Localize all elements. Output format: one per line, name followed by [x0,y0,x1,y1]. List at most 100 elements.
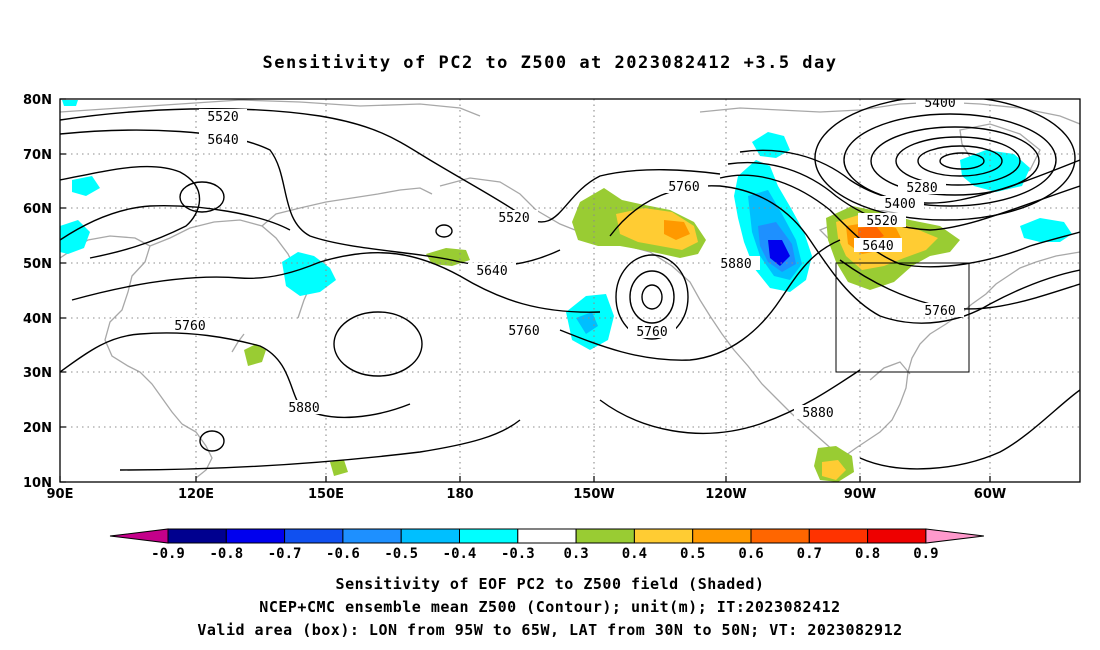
lon-tick-label: 60W [974,487,1006,502]
contour-label: 5880 [288,401,319,416]
contour-5760-pacific [559,239,841,361]
colorbar-tick-label: -0.3 [501,546,535,562]
lat-tick-label: 20N [23,421,52,436]
contour-5760-west [71,252,601,313]
contour-label: 5400 [924,96,955,111]
colorbar-segment [808,528,869,544]
contour-low-120e [179,181,225,213]
shade-negative-siberia-west [60,220,90,254]
contour-label: 5640 [862,239,893,254]
contour-low-siberia [60,165,201,259]
contour-high-ring-mid [629,270,675,324]
contour-low-greenland-4 [895,136,1021,186]
lon-tick-label: 120E [178,487,214,502]
contour-labels: 5400 5520 5640 5280 5400 5520 5640 5760 … [166,96,964,421]
figure-title: Sensitivity of PC2 to Z500 at 2023082412… [262,53,837,73]
contour-low-greenland-6 [939,152,985,170]
shade-negative-siberia-north [72,176,100,196]
contour-5880-west [60,332,411,419]
contour-label: 5760 [668,180,699,195]
shade-positive-west-pacific [330,460,348,476]
contour-small-low [435,224,453,238]
colorbar-segment [750,528,810,544]
map-area: 5400 5520 5640 5280 5400 5520 5640 5760 … [60,96,1080,482]
colorbar-tick-label: -0.6 [326,546,360,562]
colorbar-tick-label: -0.8 [209,546,243,562]
contour-high-ring-inner [641,284,663,310]
shade-positive-east-china-sea [244,344,266,366]
contour-5880-pacific [599,369,861,434]
colorbar-segment [284,528,344,544]
coastline-na-east [841,303,973,459]
contour-tropical-high [199,430,225,452]
contour-label: 5280 [906,181,937,196]
colorbar-extend-low [109,528,169,544]
lon-tick-label: 150W [573,487,614,502]
colorbar-segment [167,528,227,544]
contour-high-ring-outer [615,254,689,340]
lon-tick-label: 150E [308,487,344,502]
colorbar-tick-label: 0.6 [738,546,763,562]
contour-high-150e [333,311,423,377]
contour-5640-asia [60,205,291,241]
contour-label: 5400 [884,197,915,212]
colorbar-segment [867,528,927,544]
contour-label: 5640 [476,264,507,279]
contour-low-greenland-2 [843,113,1057,207]
colorbar-tick-label: 0.8 [855,546,880,562]
coastline-gulf-of-mexico [869,361,911,381]
contour-label: 5640 [207,133,238,148]
lat-tick-label: 80N [23,93,52,108]
lat-tick-label: 10N [23,476,52,491]
colorbar-segment [342,528,402,544]
contour-label: 5880 [802,406,833,421]
shade-negative-west-coast-max [768,240,790,266]
shade-positive-central-america-core [822,460,846,480]
lon-tick-label: 180 [446,487,473,502]
coastline-arctic [60,99,481,117]
valid-area-box [835,262,970,373]
coastline-taiwan [231,333,245,353]
lat-tick-label: 50N [23,257,52,272]
z500-contours [60,99,1080,471]
shade-negative-atlantic [1020,218,1072,242]
lat-lon-grid [60,99,1080,482]
contour-low-greenland-5 [917,145,1003,177]
coastline-canadian-arctic [699,101,1080,125]
contour-low-greenland-3 [870,126,1040,196]
coastline-indochina [181,423,213,479]
lat-tick-label: 30N [23,366,52,381]
caption-line-1: Sensitivity of EOF PC2 to Z500 field (Sh… [336,575,765,593]
colorbar-tick-label: 0.9 [913,546,938,562]
colorbar-tick-label: 0.4 [622,546,647,562]
colorbar-tick-label: 0.7 [797,546,822,562]
caption-line-3: Valid area (box): LON from 95W to 65W, L… [197,621,902,639]
colorbar-tick-label: -0.7 [268,546,302,562]
colorbar-segment [692,528,752,544]
contour-label: 5520 [207,110,238,125]
colorbar-segment [517,528,577,544]
contour-label: 5760 [508,324,539,339]
colorbar-tick-label: -0.5 [384,546,418,562]
shade-negative-japan-sea [282,252,336,296]
colorbar-extend-high [925,528,984,544]
lat-tick-label: 70N [23,148,52,163]
colorbar-segment [633,528,694,544]
shade-negative-greenland [960,150,1030,192]
lat-tick-label: 40N [23,312,52,327]
coastline-atlantic-canada [971,251,1080,305]
coastline-na-west [619,243,843,459]
contour-label: 5520 [866,214,897,229]
map-background [60,99,1080,482]
shade-positive-alaska-core [616,208,698,250]
lat-tick-label: 60N [23,202,52,217]
latitude-axis: 80N 70N 60N 50N 40N 30N 20N 10N [23,93,66,491]
contour-label: 5520 [498,211,529,226]
shade-positive-alaska-peak [664,220,690,240]
lon-tick-label: 120W [705,487,746,502]
longitude-axis: 90E 120E 150E 180 150W 120W 90W 60W [47,476,1006,502]
shade-negative-arctic-corner [62,100,78,106]
caption-line-2: NCEP+CMC ensemble mean Z500 (Contour); u… [259,598,840,616]
contour-label: 5880 [720,257,751,272]
